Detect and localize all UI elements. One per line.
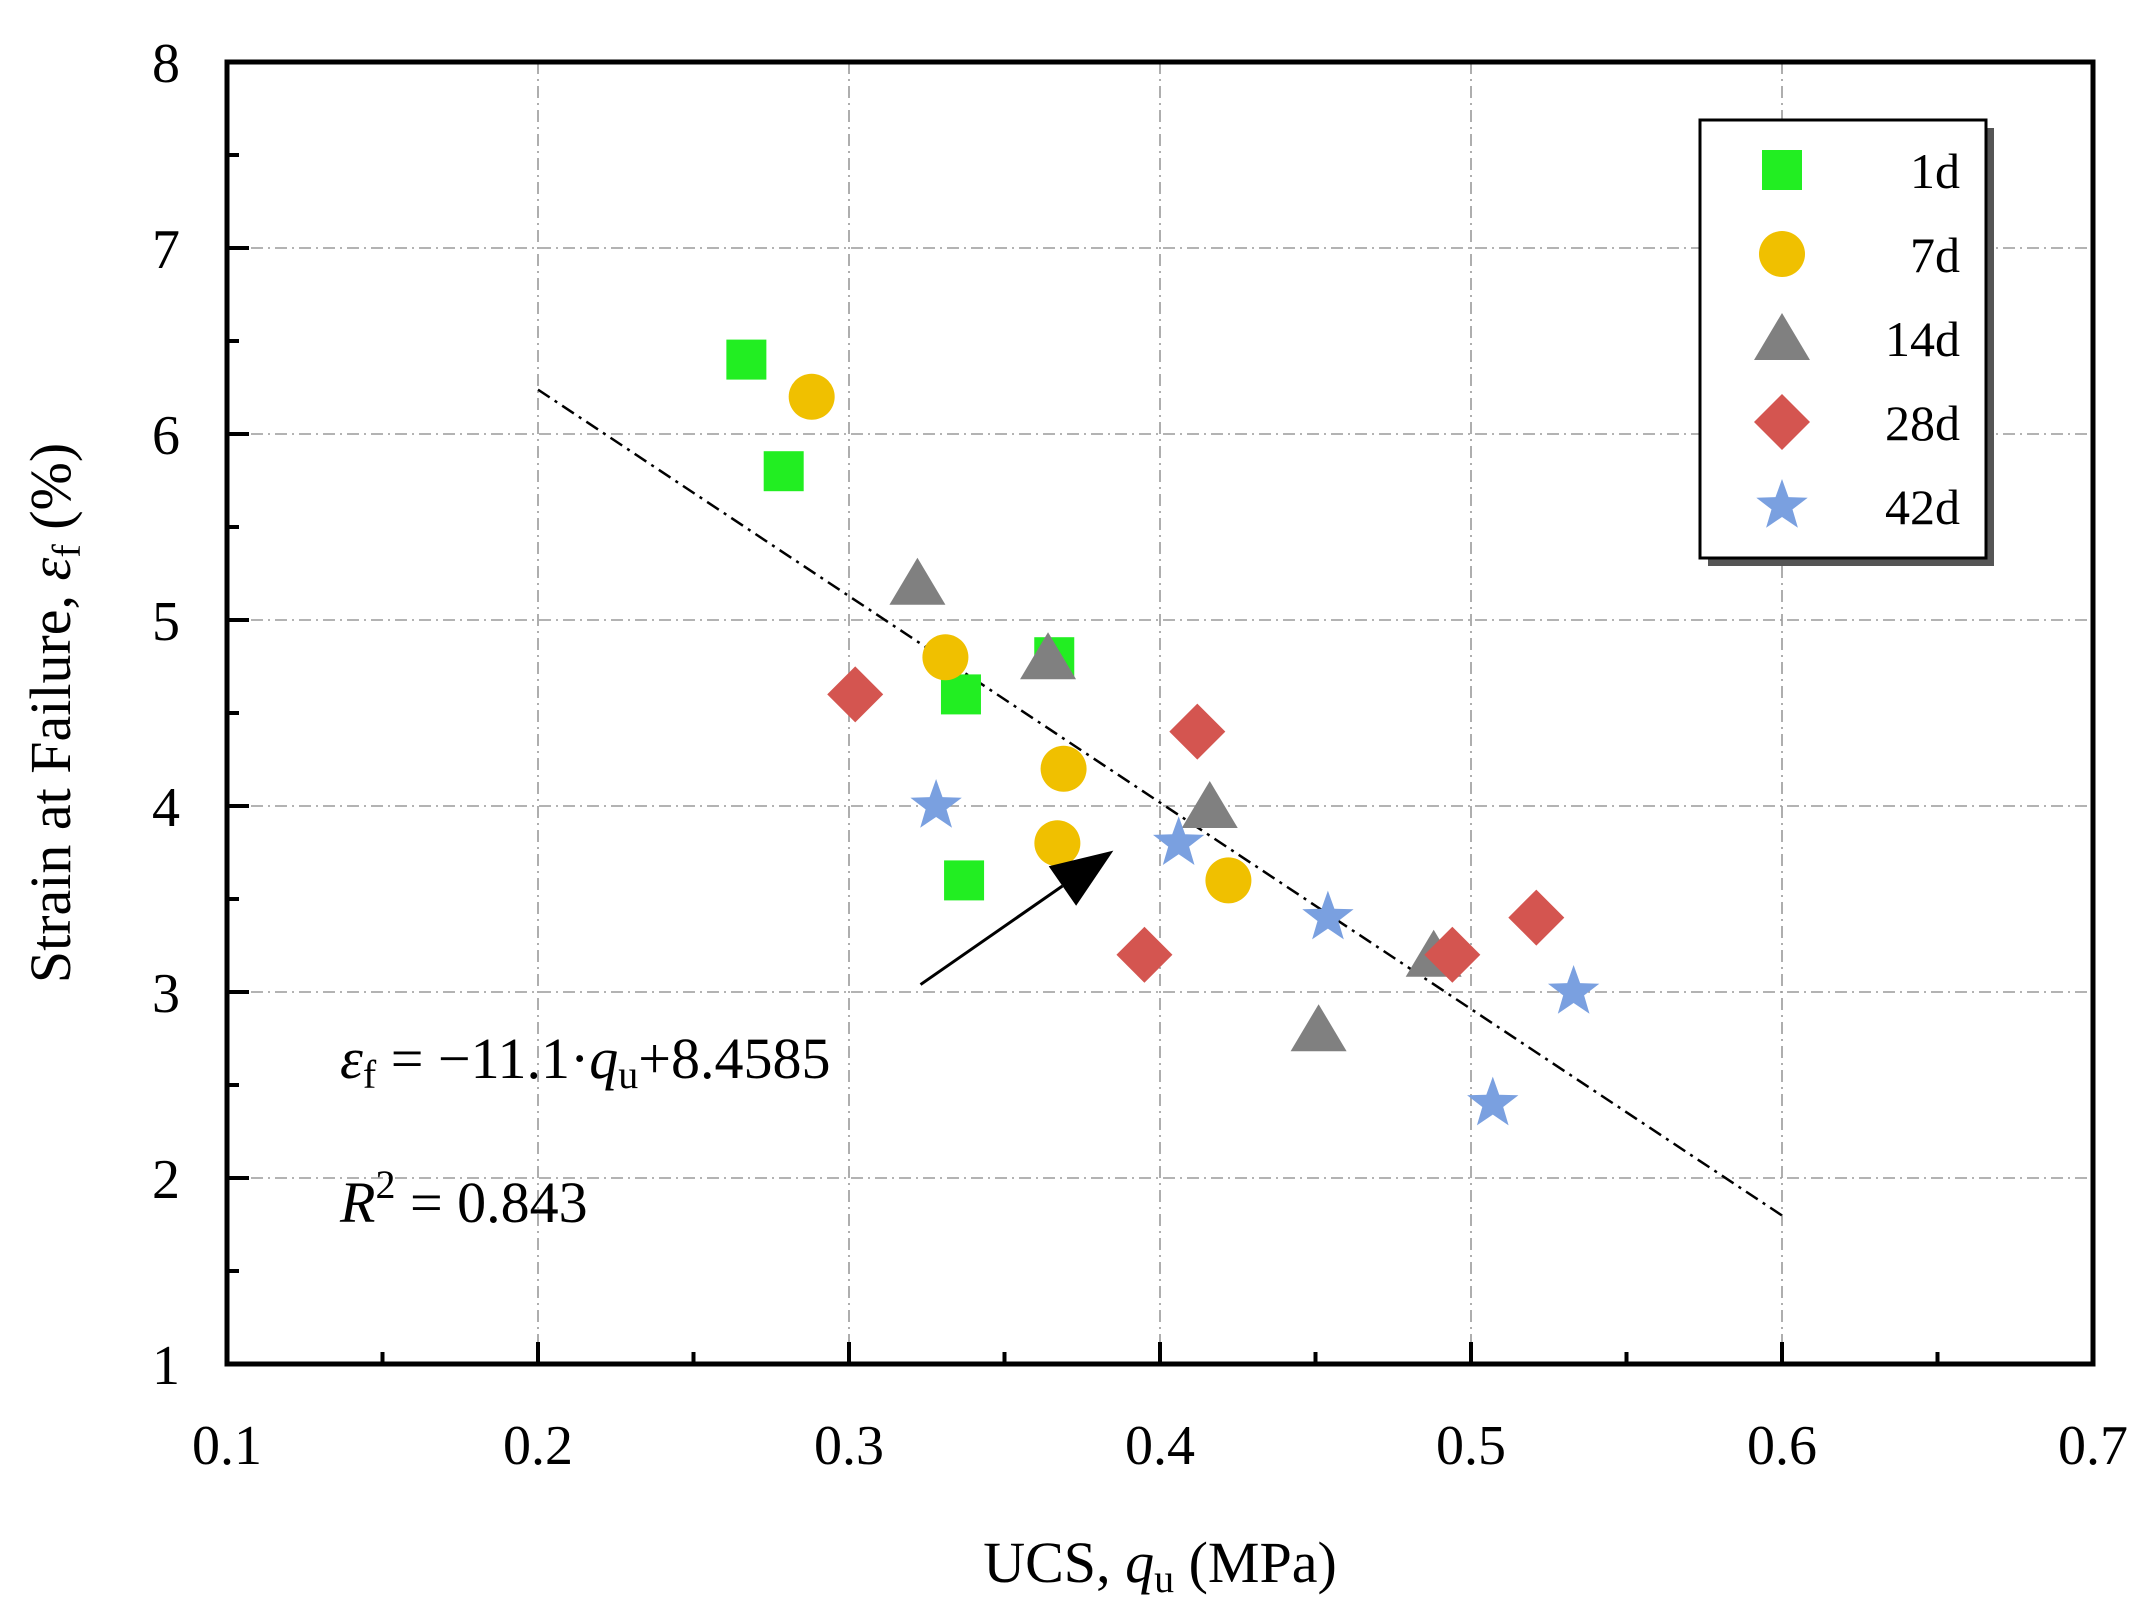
annotation-arrow-group xyxy=(919,850,1114,986)
x-tick-labels: 0.1 0.2 0.3 0.4 0.5 0.6 0.7 xyxy=(192,1415,2128,1477)
y-tick-label: 5 xyxy=(152,591,180,653)
x-tick-label: 0.6 xyxy=(1747,1415,1817,1477)
point-14d xyxy=(1020,632,1077,680)
y-tick-label: 6 xyxy=(152,405,180,467)
point-14d xyxy=(1181,781,1238,828)
legend-box xyxy=(1698,118,1988,560)
series-7d xyxy=(788,373,1252,904)
legend-item-7d: 7d xyxy=(1759,227,1960,283)
point-7d xyxy=(1040,745,1087,792)
legend-item-1d: 1d xyxy=(1762,143,1960,199)
plot-frame xyxy=(224,59,2096,1367)
legend-item-14d: 14d xyxy=(1754,311,1960,367)
point-28d xyxy=(1116,926,1173,983)
legend-items: 1d 7d 14d 28d 42d xyxy=(1754,143,1960,535)
point-28d xyxy=(1424,926,1481,983)
point-1d xyxy=(763,451,804,492)
point-28d xyxy=(827,666,884,723)
x-tick-label: 0.4 xyxy=(1125,1415,1195,1477)
legend-marker-42d xyxy=(1756,479,1808,528)
point-1d xyxy=(944,860,985,901)
legend-marker-7d xyxy=(1759,231,1805,277)
legend-marker-1d xyxy=(1762,150,1802,190)
point-42d xyxy=(910,779,962,828)
r-squared-label: R2 = 0.843 xyxy=(339,1162,588,1235)
legend-label: 42d xyxy=(1885,479,1960,535)
point-1d xyxy=(940,674,981,715)
point-42d xyxy=(1548,965,1600,1014)
point-28d xyxy=(1169,703,1226,760)
series-42d xyxy=(910,779,1600,1126)
x-tick-label: 0.3 xyxy=(814,1415,884,1477)
y-axis-title: Strain at Failure, εf (%) xyxy=(18,443,89,983)
trend-line xyxy=(537,388,1783,1217)
y-tick-label: 2 xyxy=(152,1149,180,1211)
regression-equation: εf = −11.1·qu+8.4585 xyxy=(340,1026,831,1097)
legend-marker-28d xyxy=(1754,394,1810,450)
y-tick-label: 7 xyxy=(152,219,180,281)
y-tick-label: 8 xyxy=(152,33,180,95)
point-7d xyxy=(922,634,969,681)
point-42d xyxy=(1302,890,1354,940)
data-points xyxy=(726,339,1600,1126)
point-7d xyxy=(1205,857,1252,904)
legend: 1d 7d 14d 28d 42d xyxy=(1698,118,1994,566)
legend-marker-14d xyxy=(1754,313,1810,360)
series-1d xyxy=(726,339,1075,901)
x-tick-label: 0.1 xyxy=(192,1415,262,1477)
x-tick-label: 0.2 xyxy=(503,1415,573,1477)
trend-line-group xyxy=(537,388,1783,1217)
point-1d xyxy=(726,339,767,380)
y-tick-labels: 1 2 3 4 5 6 7 8 xyxy=(152,33,180,1397)
series-28d xyxy=(827,666,1565,983)
point-14d xyxy=(889,557,946,605)
annotation-arrow-head xyxy=(1048,850,1114,906)
point-14d xyxy=(1290,1004,1347,1052)
legend-label: 7d xyxy=(1910,227,1960,283)
point-28d xyxy=(1508,889,1565,946)
legend-label: 1d xyxy=(1910,143,1960,199)
legend-item-28d: 28d xyxy=(1754,394,1960,451)
point-42d xyxy=(1467,1076,1519,1126)
x-axis-title: UCS, qu (MPa) xyxy=(983,1530,1337,1601)
point-7d xyxy=(1034,820,1081,867)
x-tick-label: 0.5 xyxy=(1436,1415,1506,1477)
legend-item-42d: 42d xyxy=(1756,479,1960,535)
axis-ticks xyxy=(227,153,1940,1364)
y-tick-label: 3 xyxy=(152,963,180,1025)
x-tick-label: 0.7 xyxy=(2058,1415,2128,1477)
legend-label: 28d xyxy=(1885,395,1960,451)
y-tick-label: 1 xyxy=(152,1335,180,1397)
annotation-arrow-shaft xyxy=(919,884,1064,986)
point-42d xyxy=(1153,816,1205,865)
legend-label: 14d xyxy=(1885,311,1960,367)
point-7d xyxy=(788,373,835,420)
y-tick-label: 4 xyxy=(152,777,180,839)
